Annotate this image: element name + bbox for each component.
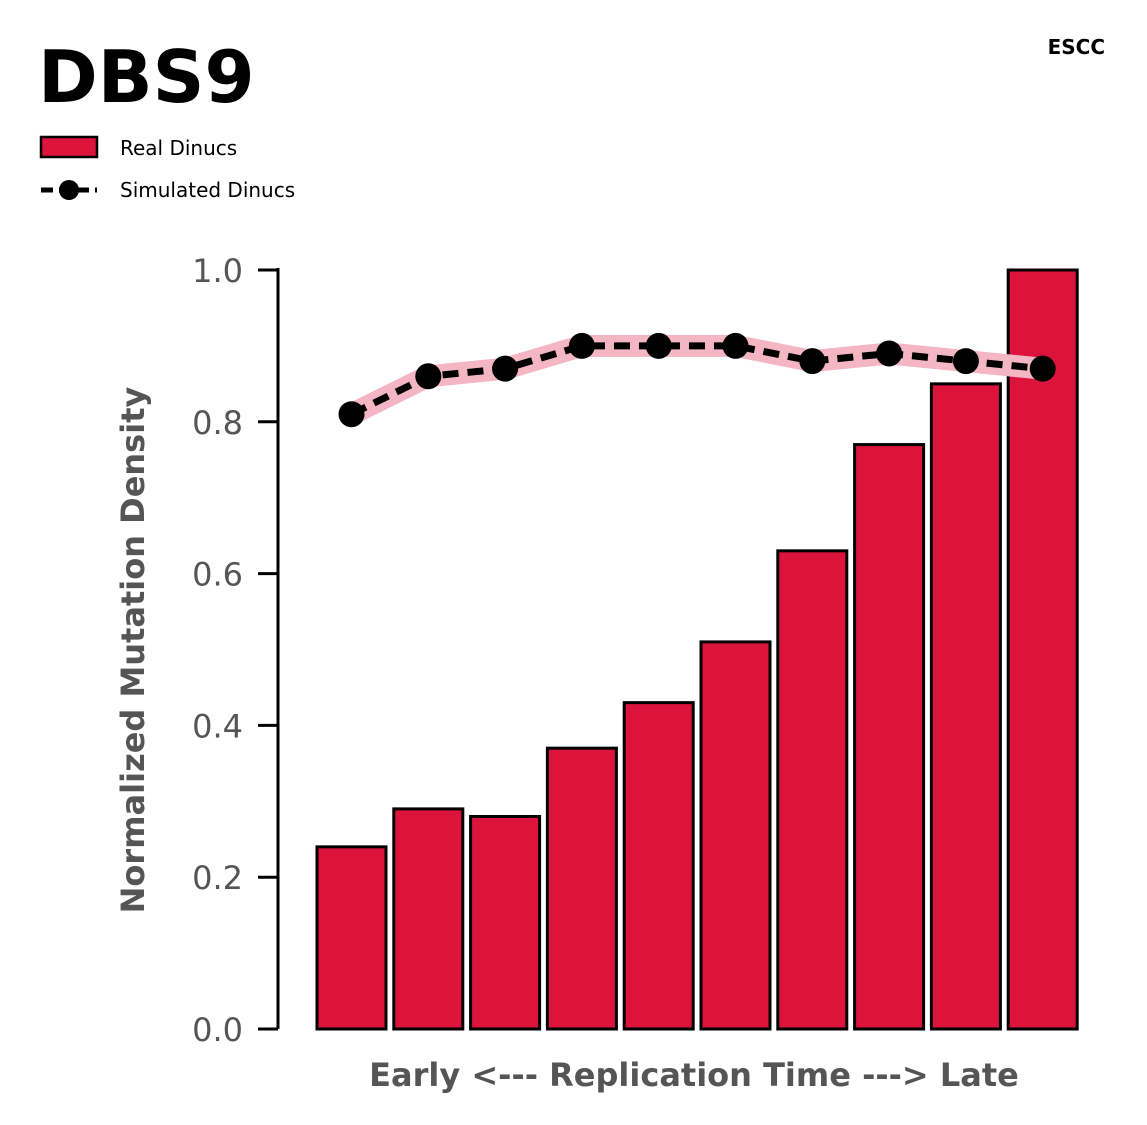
y-tick-label: 0.6 [192,556,243,594]
bar [1006,268,1079,1031]
plot-area: 0.0 0.2 0.4 0.6 0.8 1.0 [192,252,1079,1049]
y-tick-label: 1.0 [192,252,243,290]
legend-marker-simulated [59,180,79,200]
simulated-point [338,401,365,428]
legend-label-real: Real Dinucs [120,136,237,160]
simulated-point [568,332,595,359]
simulated-point [722,332,749,359]
legend: Real Dinucs Simulated Dinucs [39,135,295,202]
y-tick-label: 0.2 [192,859,243,897]
bar [622,701,695,1031]
simulated-point [415,363,442,390]
x-axis-label: Early <--- Replication Time ---> Late [369,1056,1019,1094]
y-tick-label: 0.8 [192,404,243,442]
bar [853,443,926,1031]
y-axis-label: Normalized Mutation Density [114,387,152,914]
simulated-point [952,348,979,375]
bar [776,549,849,1031]
simulated-point [645,332,672,359]
bar [469,814,542,1031]
legend-label-simulated: Simulated Dinucs [120,178,295,202]
chart-title: DBS9 [38,35,255,119]
chart-tag: ESCC [1048,35,1105,59]
legend-swatch-real [39,135,99,159]
y-tick-label: 0.0 [192,1011,243,1049]
bar [545,746,618,1031]
simulated-line [349,342,1044,418]
bar [392,807,465,1031]
bar [699,640,772,1031]
simulated-point [492,355,519,382]
simulated-point [1029,355,1056,382]
y-tick-label: 0.4 [192,707,243,745]
bar [315,845,388,1031]
bar [929,382,1002,1031]
simulated-point [799,348,826,375]
simulated-point [876,340,903,367]
